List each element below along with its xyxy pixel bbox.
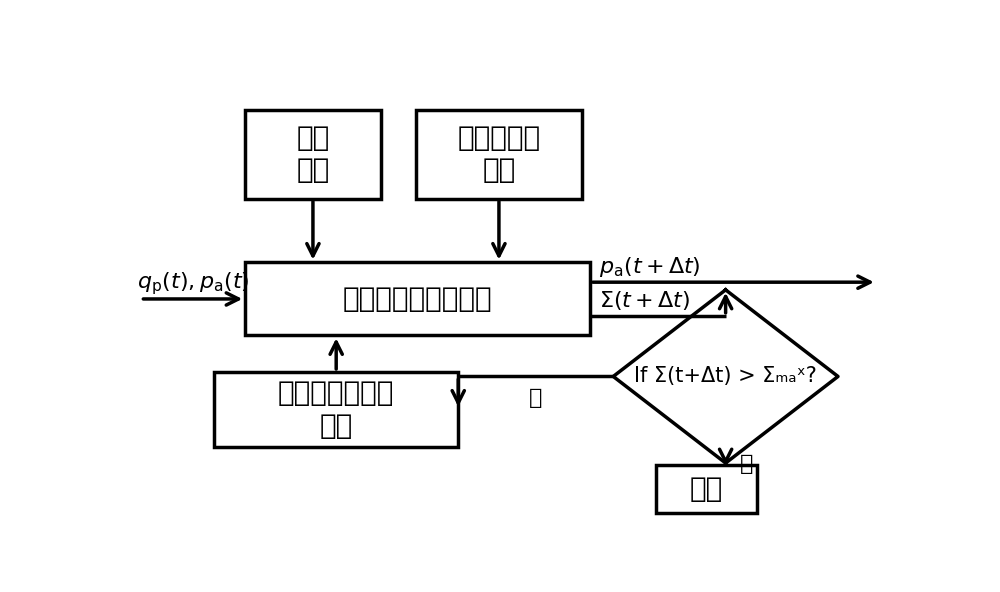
Text: 结束: 结束 [690, 475, 723, 503]
Text: 是: 是 [529, 388, 542, 408]
Text: If Σ(t+Δt) > Σₘₐˣ?: If Σ(t+Δt) > Σₘₐˣ? [634, 366, 817, 387]
Text: 半参数离体心脏模型: 半参数离体心脏模型 [343, 285, 492, 313]
Text: 基于高斯过程的
学习: 基于高斯过程的 学习 [278, 379, 394, 440]
Text: $q_{\rm p}(t), p_{\rm a}(t)$: $q_{\rm p}(t), p_{\rm a}(t)$ [137, 270, 249, 297]
Text: 模型
更新: 模型 更新 [296, 124, 330, 185]
Text: 虚拟控制器
更新: 虚拟控制器 更新 [457, 124, 540, 185]
Bar [656, 465, 757, 513]
Text: 否: 否 [740, 454, 753, 474]
Bar [416, 110, 582, 199]
Bar [245, 110, 381, 199]
Bar [245, 262, 590, 336]
Text: $p_{\rm a}(t+\Delta t)$: $p_{\rm a}(t+\Delta t)$ [599, 255, 701, 279]
Bar [214, 372, 458, 447]
Text: $\Sigma(t+\Delta t)$: $\Sigma(t+\Delta t)$ [599, 289, 691, 312]
